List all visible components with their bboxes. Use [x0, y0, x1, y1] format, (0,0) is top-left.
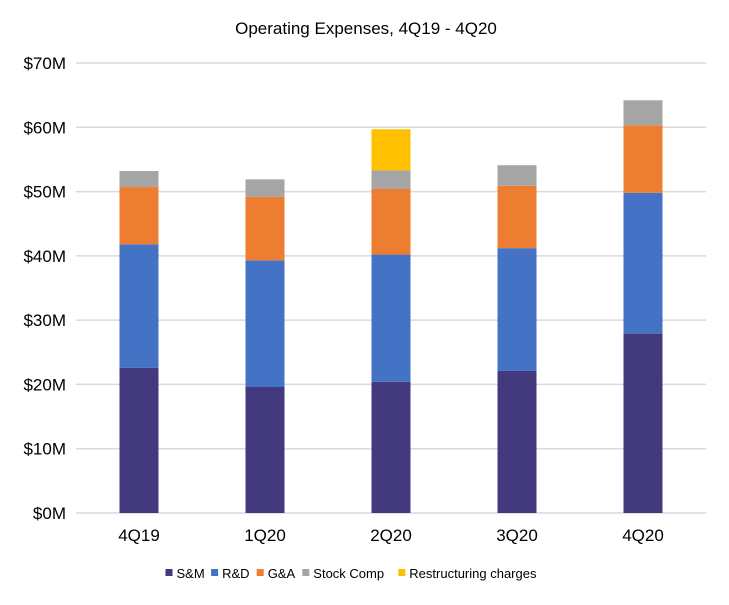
legend-label: R&D	[222, 566, 249, 581]
legend-label: S&M	[177, 566, 205, 581]
x-tick-label: 4Q20	[622, 526, 664, 545]
bar-segment-g-a-4q19	[119, 187, 159, 245]
y-tick-label: $40M	[23, 247, 66, 266]
bar-segment-g-a-1q20	[245, 196, 285, 261]
bar-segment-r-d-4q19	[119, 244, 159, 368]
bar-segment-g-a-3q20	[497, 185, 537, 249]
legend-swatch	[398, 569, 406, 576]
y-tick-label: $50M	[23, 183, 66, 202]
x-tick-label: 2Q20	[370, 526, 412, 545]
bar-segment-s-m-4q19	[119, 367, 159, 513]
bar-segment-stock-comp-2q20	[371, 170, 411, 189]
legend-swatch	[302, 569, 310, 576]
y-tick-label: $30M	[23, 311, 66, 330]
bar-segment-s-m-4q20	[623, 333, 663, 513]
bar-segment-g-a-2q20	[371, 189, 411, 255]
bar-segment-s-m-1q20	[245, 387, 285, 513]
bar-segment-stock-comp-4q19	[119, 171, 159, 188]
x-tick-label: 1Q20	[244, 526, 286, 545]
bar-segment-s-m-3q20	[497, 370, 537, 513]
bar-segment-r-d-3q20	[497, 248, 537, 371]
x-tick-label: 3Q20	[496, 526, 538, 545]
bar-segment-stock-comp-3q20	[497, 165, 537, 186]
chart-title: Operating Expenses, 4Q19 - 4Q20	[235, 19, 497, 38]
legend-label: Stock Comp	[313, 566, 384, 581]
legend-label: Restructuring charges	[409, 566, 537, 581]
legend-swatch	[211, 569, 219, 576]
y-tick-label: $0M	[33, 504, 66, 523]
legend-swatch	[165, 569, 173, 576]
y-tick-label: $70M	[23, 54, 66, 73]
bar-segment-restructuring-charges-2q20	[371, 129, 411, 171]
y-tick-label: $10M	[23, 440, 66, 459]
legend-label: G&A	[268, 566, 296, 581]
bar-segment-r-d-1q20	[245, 260, 285, 387]
bar-segment-stock-comp-4q20	[623, 100, 663, 126]
bar-segment-r-d-2q20	[371, 254, 411, 382]
legend-swatch	[256, 569, 264, 576]
bar-segment-stock-comp-1q20	[245, 179, 285, 197]
bar-segment-r-d-4q20	[623, 192, 663, 334]
y-tick-label: $20M	[23, 375, 66, 394]
bar-segment-s-m-2q20	[371, 381, 411, 513]
y-tick-label: $60M	[23, 118, 66, 137]
bar-segment-g-a-4q20	[623, 125, 663, 193]
x-tick-label: 4Q19	[118, 526, 160, 545]
